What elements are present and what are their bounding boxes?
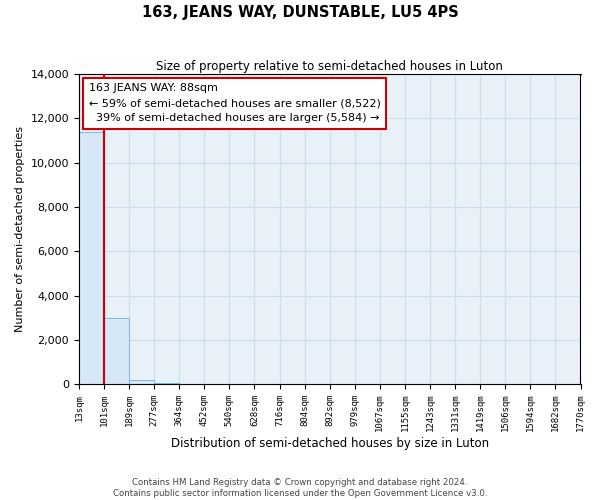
Text: 163, JEANS WAY, DUNSTABLE, LU5 4PS: 163, JEANS WAY, DUNSTABLE, LU5 4PS bbox=[142, 5, 458, 20]
Text: 163 JEANS WAY: 88sqm
← 59% of semi-detached houses are smaller (8,522)
  39% of : 163 JEANS WAY: 88sqm ← 59% of semi-detac… bbox=[89, 84, 381, 123]
Y-axis label: Number of semi-detached properties: Number of semi-detached properties bbox=[15, 126, 25, 332]
Bar bbox=[79, 132, 104, 384]
X-axis label: Distribution of semi-detached houses by size in Luton: Distribution of semi-detached houses by … bbox=[170, 437, 489, 450]
Bar bbox=[104, 318, 129, 384]
Bar bbox=[154, 383, 179, 384]
Bar bbox=[129, 380, 154, 384]
Title: Size of property relative to semi-detached houses in Luton: Size of property relative to semi-detach… bbox=[156, 60, 503, 73]
Text: Contains HM Land Registry data © Crown copyright and database right 2024.
Contai: Contains HM Land Registry data © Crown c… bbox=[113, 478, 487, 498]
